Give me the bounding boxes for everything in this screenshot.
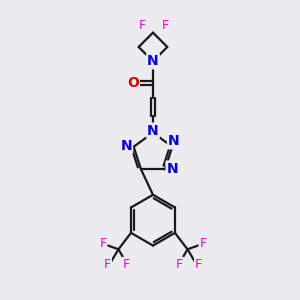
Text: N: N: [147, 124, 159, 138]
Text: N: N: [120, 139, 132, 153]
Text: F: F: [200, 237, 207, 250]
Text: N: N: [167, 161, 178, 176]
Text: N: N: [168, 134, 180, 148]
Text: F: F: [162, 19, 169, 32]
Text: N: N: [147, 54, 159, 68]
Text: O: O: [127, 76, 139, 90]
Text: F: F: [123, 258, 130, 271]
Text: F: F: [195, 258, 202, 271]
Text: F: F: [176, 258, 183, 271]
Text: F: F: [104, 258, 111, 271]
Text: F: F: [138, 19, 146, 32]
Text: F: F: [99, 237, 106, 250]
